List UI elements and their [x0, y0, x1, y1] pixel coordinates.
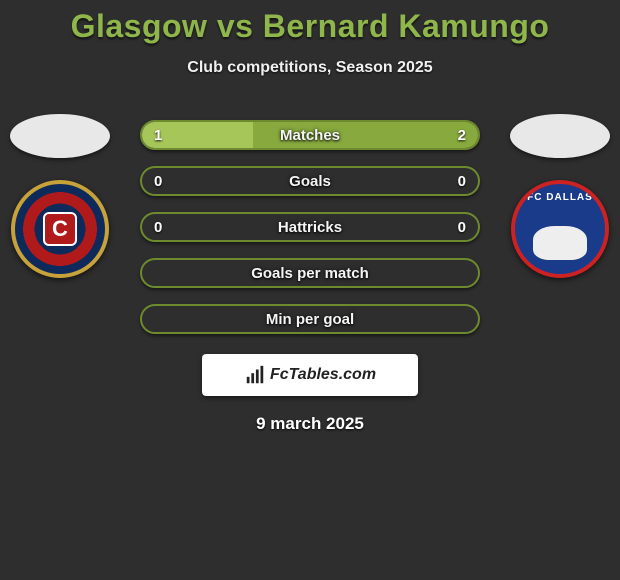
left-player-column: C — [0, 100, 120, 278]
stat-bars: 1 2 Matches 0 0 Goals 0 0 Hattricks Goals per mat… — [140, 120, 480, 350]
stat-value-right: 2 — [458, 127, 466, 144]
bull-icon — [533, 226, 587, 260]
stat-label: Goals — [289, 173, 331, 190]
comparison-infographic: Glasgow vs Bernard Kamungo Club competit… — [0, 0, 620, 580]
brand-box: FcTables.com — [202, 354, 418, 396]
left-club-badge: C — [11, 180, 109, 278]
right-club-badge: FC DALLAS — [511, 180, 609, 278]
page-title: Glasgow vs Bernard Kamungo — [0, 0, 620, 45]
stat-bar: Min per goal — [140, 304, 480, 334]
subtitle: Club competitions, Season 2025 — [0, 59, 620, 77]
stat-bar: 0 0 Goals — [140, 166, 480, 196]
stat-value-left: 1 — [154, 127, 162, 144]
brand-text: FcTables.com — [270, 366, 376, 384]
stat-value-left: 0 — [154, 219, 162, 236]
chart-icon — [244, 364, 266, 386]
left-flag-oval — [10, 114, 110, 158]
stat-label: Matches — [280, 127, 340, 144]
date-text: 9 march 2025 — [0, 414, 620, 434]
right-player-column: FC DALLAS — [500, 100, 620, 278]
stat-bar: 1 2 Matches — [140, 120, 480, 150]
stat-label: Hattricks — [278, 219, 342, 236]
stat-value-right: 0 — [458, 173, 466, 190]
stat-bar: 0 0 Hattricks — [140, 212, 480, 242]
right-club-text: FC DALLAS — [515, 192, 605, 203]
stat-bar: Goals per match — [140, 258, 480, 288]
right-flag-oval — [510, 114, 610, 158]
stat-value-right: 0 — [458, 219, 466, 236]
stat-value-left: 0 — [154, 173, 162, 190]
stat-label: Goals per match — [251, 265, 369, 282]
left-club-letter: C — [43, 212, 77, 246]
stat-label: Min per goal — [266, 311, 354, 328]
